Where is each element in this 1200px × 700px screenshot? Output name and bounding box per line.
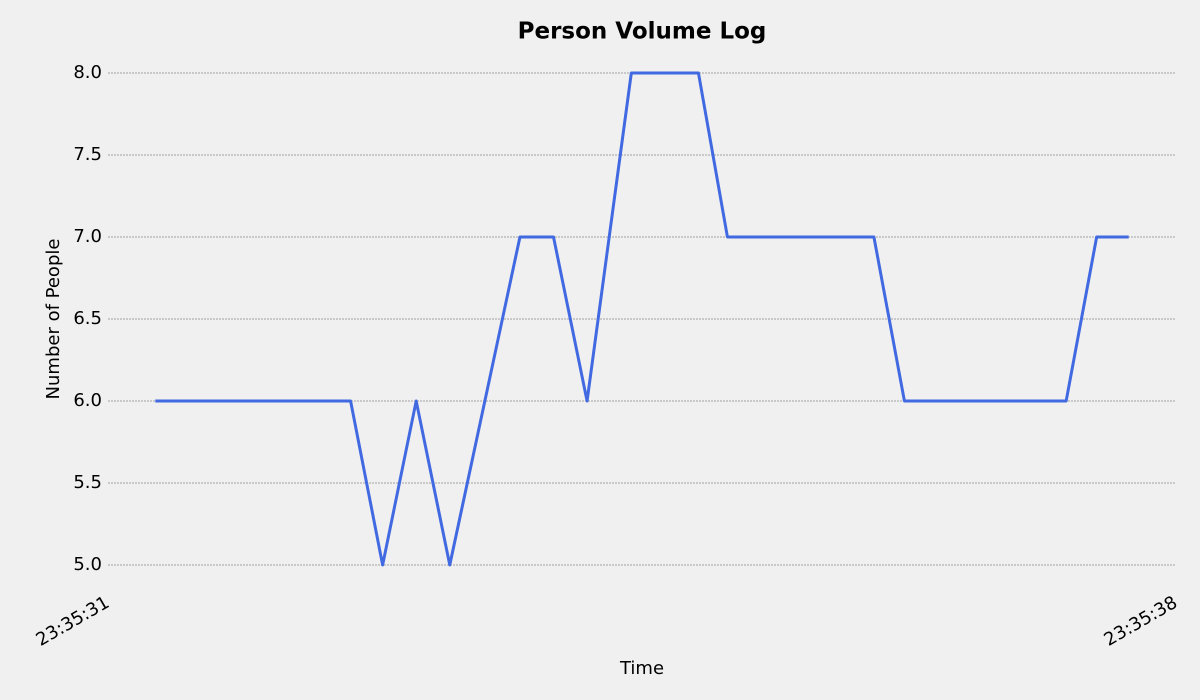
y-tick-label: 5.5: [73, 472, 102, 493]
data-line: [155, 71, 1129, 567]
y-tick-label: 8.0: [73, 62, 102, 83]
x-tick-label: 23:35:38: [1100, 592, 1181, 651]
y-tick-label: 7.0: [73, 226, 102, 247]
y-axis-label: Number of People: [43, 239, 64, 400]
chart-title: Person Volume Log: [518, 19, 767, 45]
y-tick-label: 5.0: [73, 554, 102, 575]
y-tick-label: 6.5: [73, 308, 102, 329]
x-axis-label: Time: [619, 658, 664, 679]
y-tick-label: 7.5: [73, 144, 102, 165]
x-tick-label: 23:35:31: [32, 592, 113, 651]
y-tick-label: 6.0: [73, 390, 102, 411]
